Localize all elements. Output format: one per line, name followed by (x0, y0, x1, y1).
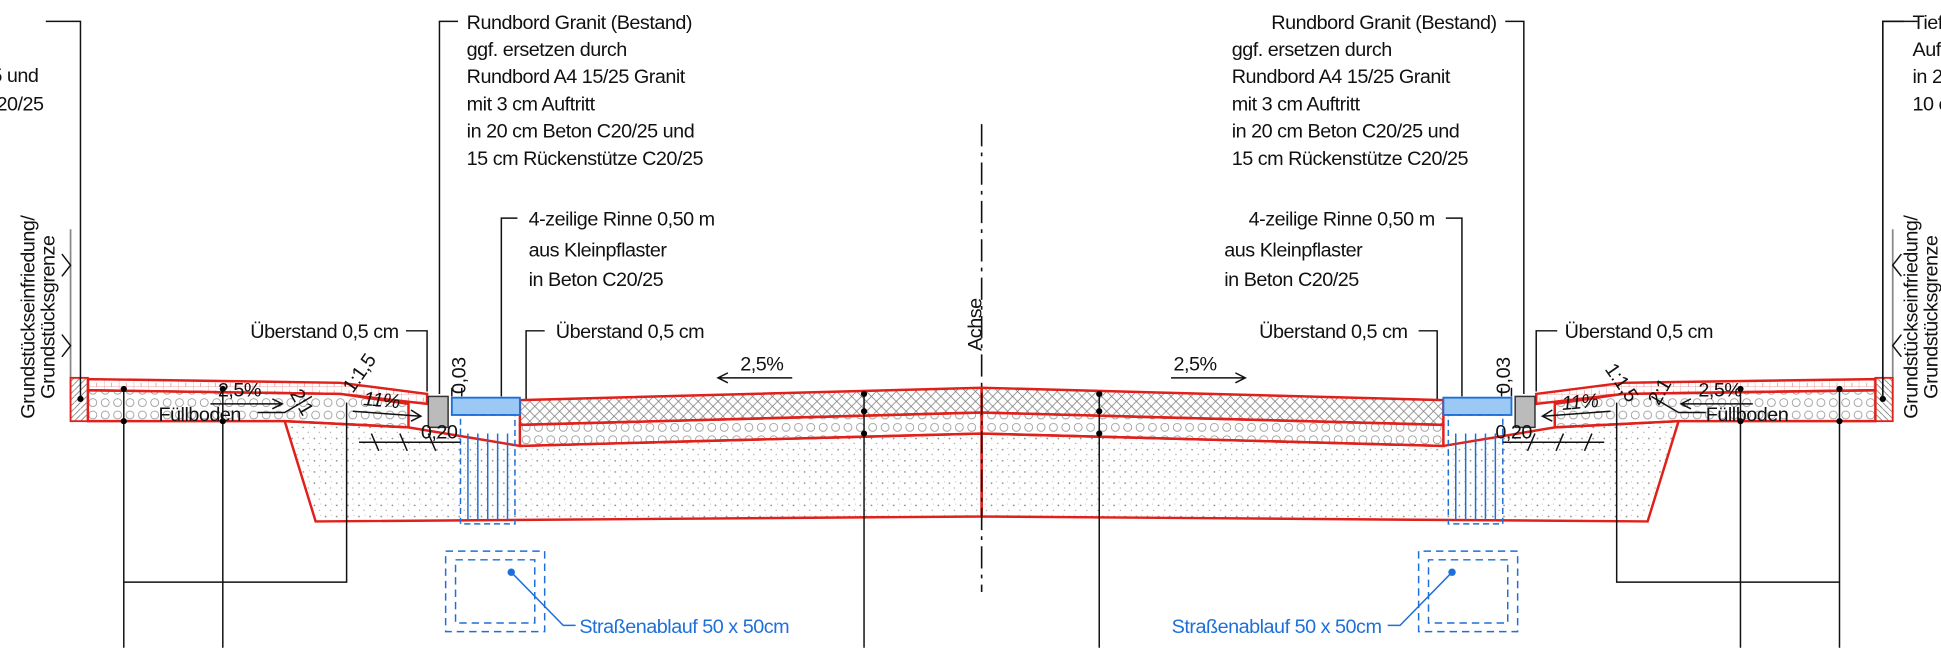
slope-label: 2,5% (1698, 379, 1741, 401)
overhang-label: Überstand 0,5 cm (250, 321, 398, 343)
gutter-note: aus Kleinpflaster (529, 240, 668, 262)
curb-note: ggf. ersetzen durch (467, 39, 627, 61)
curb-note: in 20 cm Beton C20/25 und (1232, 121, 1460, 143)
leader (1882, 20, 1904, 401)
overhang-label: Überstand 0,5 cm (1565, 321, 1713, 343)
axis-label: Achse (965, 298, 987, 351)
left-labels: Rundbord Granit (Bestand) ggf. ersetzen … (158, 12, 789, 638)
curb-note: ggf. ersetzen durch (1232, 39, 1392, 61)
gutter-note: 4-zeilige Rinne 0,50 m (1249, 209, 1435, 231)
height-label: 0,03 (1493, 357, 1515, 394)
inlet-label: Straßenablauf 50 x 50cm (1172, 616, 1382, 638)
edge-note: Tief (1913, 12, 1941, 34)
curb-note: Rundbord A4 15/25 Granit (1232, 66, 1451, 88)
gutter-note: in Beton C20/25 (1224, 269, 1359, 291)
curb-note: mit 3 cm Auftritt (467, 93, 596, 115)
boundary-label: Grundstücksgrenze (1920, 235, 1941, 399)
curb-note: mit 3 cm Auftritt (1232, 93, 1361, 115)
boundary-label: Grundstückseinfriedung/ (1900, 215, 1922, 419)
width-label: 0,20 (421, 422, 458, 444)
curb-note: 15 cm Rückenstütze C20/25 (467, 148, 704, 170)
curb-note: in 20 cm Beton C20/25 und (467, 121, 695, 143)
slope-label: 2,5% (740, 353, 783, 375)
curb-note: Rundbord A4 15/25 Granit (467, 66, 686, 88)
inlet-label: Straßenablauf 50 x 50cm (579, 616, 789, 638)
gutter-note: 4-zeilige Rinne 0,50 m (529, 209, 715, 231)
height-label: 0,03 (448, 357, 470, 394)
edge-note: C20/25 (0, 93, 44, 115)
overhang-label: Überstand 0,5 cm (1259, 321, 1407, 343)
right-labels: Rundbord Granit (Bestand) ggf. ersetzen … (1172, 12, 1789, 638)
width-label: 0,20 (1495, 422, 1532, 444)
edge-note: 10 c (1913, 93, 1941, 115)
slope-label: 11% (362, 388, 400, 413)
slope-label: 11% (1561, 390, 1599, 415)
overhang-label: Überstand 0,5 cm (556, 321, 704, 343)
curb-note: 15 cm Rückenstütze C20/25 (1232, 148, 1469, 170)
edge-note: 5 und (0, 65, 38, 87)
slope-label: 2,5% (218, 379, 261, 401)
boundary-label: Grundstücksgrenze (37, 235, 59, 399)
boundary-label: Grundstückseinfriedung/ (18, 215, 40, 419)
curb-note: Rundbord Granit (Bestand) (1271, 12, 1496, 34)
slope-label: 2,5% (1174, 353, 1217, 375)
fill-label: Füllboden (1706, 404, 1789, 426)
fill-label: Füllboden (158, 404, 241, 426)
gutter-note: in Beton C20/25 (529, 269, 664, 291)
gutter-note: aus Kleinpflaster (1224, 240, 1363, 262)
curb-note: Rundbord Granit (Bestand) (467, 12, 692, 34)
edge-note: in 2 (1913, 66, 1941, 88)
edge-note: Auf (1913, 39, 1941, 61)
